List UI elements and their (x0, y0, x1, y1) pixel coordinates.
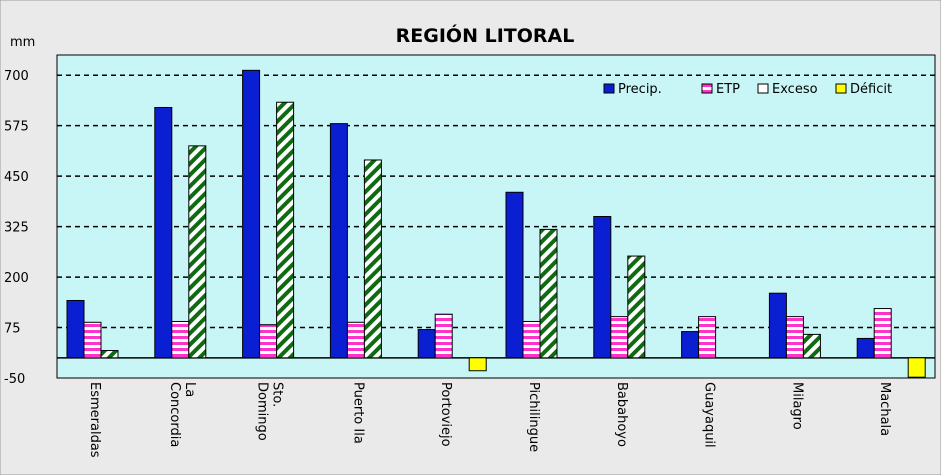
y-tick-labels: -50 75 200 325 450 575 700 (4, 69, 29, 387)
bar-etp (698, 316, 717, 359)
category-label-line: Sto. (270, 382, 285, 407)
legend: Precip. ETP Exceso Déficit (603, 82, 892, 97)
bar-etp (259, 324, 278, 359)
bar-etp (83, 321, 102, 359)
category-label-line: Machala (877, 382, 892, 436)
category-label: Portoviejo (438, 382, 453, 447)
bar-precip (242, 69, 261, 359)
bar-precip (66, 299, 85, 359)
bar-precip (768, 292, 787, 359)
category-label-line: Domingo (255, 382, 270, 441)
bar-etp (346, 321, 365, 359)
bar-precip (681, 331, 700, 359)
legend-swatch (757, 83, 769, 94)
category-label-line: Concordia (167, 382, 182, 447)
legend-label: Déficit (850, 82, 892, 97)
category-label-line: Esmeraldas (87, 382, 102, 458)
y-tick-label: 700 (4, 69, 29, 84)
bar-dficit (907, 357, 926, 378)
category-label: Esmeraldas (87, 382, 102, 458)
chart-title: REGIÓN LITORAL (396, 23, 575, 47)
category-label: Sto.Domingo (255, 382, 285, 441)
bar-precip (593, 216, 612, 359)
bar-exceso (276, 101, 295, 359)
category-label-line: Portoviejo (438, 382, 453, 447)
bar-exceso (539, 228, 558, 359)
legend-label: Precip. (618, 82, 662, 97)
bar-precip (329, 123, 348, 359)
category-label-line: Pichilingue (526, 382, 541, 452)
category-label-line: La (182, 382, 197, 397)
legend-swatch (701, 83, 713, 94)
y-tick-label: 200 (4, 271, 29, 286)
bar-exceso (100, 350, 119, 359)
legend-label: Exceso (772, 82, 818, 97)
category-label-line: Milagro (789, 382, 804, 430)
bar-precip (505, 191, 524, 359)
y-axis-label: mm (10, 35, 35, 50)
bars (66, 69, 926, 378)
bar-exceso (802, 333, 821, 359)
bar-etp (873, 308, 892, 359)
bar-precip (154, 106, 173, 359)
bar-dficit (468, 357, 487, 372)
category-label-line: Guayaquil (702, 382, 717, 448)
y-tick-label: 575 (4, 120, 29, 135)
y-tick-label: 450 (4, 170, 29, 185)
y-tick-label: 75 (4, 322, 21, 337)
category-label: Babahoyo (614, 382, 629, 447)
y-tick-label: -50 (4, 372, 25, 387)
bar-etp (434, 313, 453, 359)
bar-etp (522, 320, 541, 359)
category-label-line: Babahoyo (614, 382, 629, 447)
legend-label: ETP (716, 82, 740, 97)
y-tick-label: 325 (4, 221, 29, 236)
category-label: Pichilingue (526, 382, 541, 452)
bar-precip (417, 329, 436, 359)
bar-exceso (188, 145, 207, 359)
bar-etp (610, 316, 629, 359)
bar-precip (856, 337, 875, 359)
category-label: Guayaquil (702, 382, 717, 448)
category-label: Machala (877, 382, 892, 436)
legend-swatch (603, 83, 615, 94)
bar-exceso (363, 159, 382, 359)
bar-etp (785, 316, 804, 359)
bar-exceso (627, 255, 646, 359)
bar-etp (171, 320, 190, 359)
category-label: Puerto Ila (350, 382, 365, 444)
category-label: Milagro (789, 382, 804, 430)
category-label-line: Puerto Ila (350, 382, 365, 444)
legend-swatch (835, 83, 847, 94)
